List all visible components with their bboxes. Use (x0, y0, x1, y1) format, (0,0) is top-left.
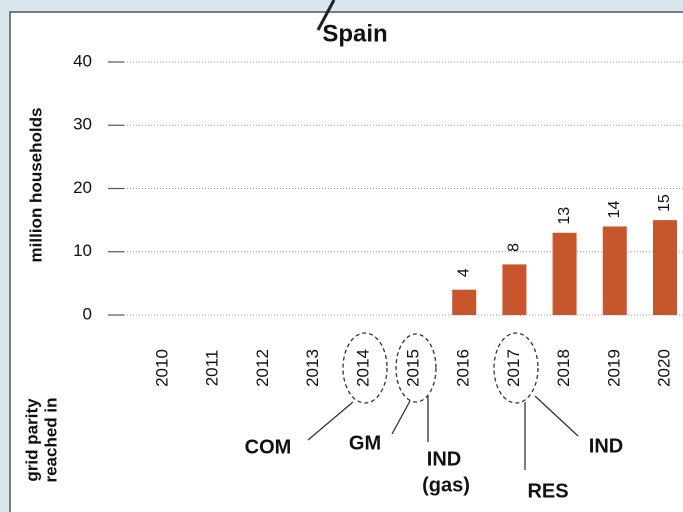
annotation: IND (427, 448, 461, 470)
leader (534, 395, 579, 437)
decoration (316, 0, 336, 31)
highlight-ellipses (342, 332, 539, 404)
value-label: 8 (506, 243, 523, 252)
y-tick-label: 40 (73, 51, 92, 70)
leader (391, 400, 411, 435)
value-label: 13 (556, 207, 573, 225)
annotation: IND (589, 435, 623, 457)
y-tick-label: 10 (73, 241, 92, 260)
x-tick-label: 2013 (303, 349, 322, 387)
bar (653, 220, 677, 315)
leader-lines (307, 395, 579, 470)
value-label: 14 (606, 200, 623, 218)
annotation: COM (245, 436, 292, 458)
x-tick-label: 2017 (504, 349, 523, 387)
x-tick-label: 2011 (203, 350, 222, 387)
ellipse (493, 332, 539, 404)
y-axis-label: million households (26, 108, 45, 263)
x-tick-label: 2015 (403, 349, 422, 387)
ellipse (342, 332, 388, 404)
y-tick-label: 20 (73, 178, 92, 197)
x-tick-label: 2020 (654, 349, 673, 387)
bar (552, 232, 577, 315)
annotation: (gas) (422, 474, 470, 496)
annotation: RES (527, 480, 568, 502)
x-tick-label: 2014 (353, 349, 372, 387)
x-tick-label: 2016 (454, 349, 473, 387)
y-tick-label: 0 (83, 304, 92, 323)
leader (307, 401, 354, 441)
side-label: grid parity (22, 398, 41, 482)
ellipse (395, 333, 437, 403)
bar (502, 264, 527, 315)
panel (9, 11, 683, 512)
x-tick-label: 2019 (604, 349, 623, 387)
annotation: GM (349, 432, 381, 454)
bar (452, 289, 477, 315)
chart-title: Spain (322, 20, 387, 47)
x-tick-label: 2018 (554, 349, 573, 387)
side-label: reached in (41, 397, 60, 482)
value-label: 4 (455, 268, 472, 277)
x-tick-label: 2010 (152, 349, 171, 387)
x-tick-label: 2012 (253, 349, 272, 387)
bar (602, 226, 627, 315)
annotations: COM GM IND (gas) RES IND (245, 432, 624, 502)
y-tick-label: 30 (73, 115, 92, 134)
value-label: 15 (656, 194, 673, 212)
